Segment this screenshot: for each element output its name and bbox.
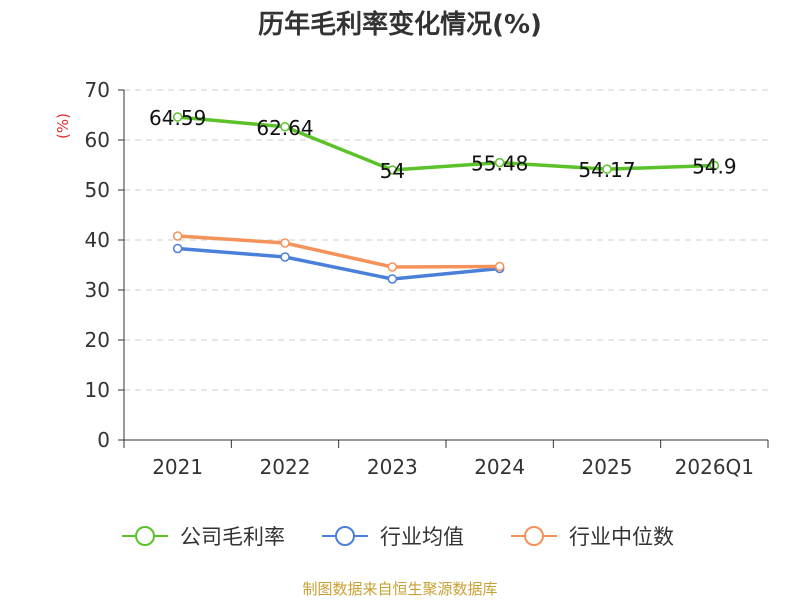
data-point: [280, 238, 290, 248]
x-tick-label: 2026Q1: [675, 455, 754, 479]
x-tick-label: 2021: [152, 455, 203, 479]
data-label: 54: [380, 159, 405, 183]
series-line-1: [177, 115, 715, 172]
y-tick-label: 20: [85, 328, 110, 352]
data-label: 62.64: [256, 116, 313, 140]
series-line-3: [177, 234, 500, 269]
data-label: 54.9: [692, 155, 737, 179]
data-point: [280, 122, 290, 132]
chart-title: 历年毛利率变化情况(%): [258, 10, 542, 40]
legend-marker: [524, 526, 544, 546]
data-point: [602, 164, 612, 174]
legend-label: 行业均值: [380, 525, 464, 549]
y-axis-label: (%): [54, 113, 72, 139]
y-tick-label: 60: [85, 128, 110, 152]
x-tick-label: 2025: [582, 455, 633, 479]
data-source-note: 制图数据来自恒生聚源数据库: [302, 580, 498, 598]
data-label: 55.48: [471, 152, 528, 176]
data-point: [387, 165, 398, 175]
data-point: [494, 157, 505, 168]
y-tick-label: 70: [85, 78, 110, 102]
x-tick-label: 2022: [260, 455, 311, 479]
y-tick-label: 40: [85, 228, 110, 252]
data-point: [172, 231, 183, 241]
legend-marker: [335, 526, 355, 546]
data-point: [387, 274, 398, 284]
data-point: [172, 243, 183, 254]
y-tick-label: 0: [97, 428, 110, 452]
legend-label: 行业中位数: [569, 525, 674, 549]
y-tick-label: 50: [85, 178, 110, 202]
data-point: [709, 160, 720, 171]
y-tick-label: 30: [85, 278, 110, 302]
series-line-2: [177, 246, 500, 281]
legend-marker: [135, 526, 155, 546]
data-point: [494, 261, 505, 272]
data-point: [172, 112, 183, 122]
data-point: [387, 262, 398, 272]
data-label: 54.17: [578, 158, 635, 182]
legend-label: 公司毛利率: [180, 525, 285, 549]
y-tick-label: 10: [85, 378, 110, 402]
x-tick-label: 2024: [474, 455, 525, 479]
data-label: 64.59: [149, 106, 206, 130]
data-point: [280, 252, 290, 262]
x-tick-label: 2023: [367, 455, 418, 479]
